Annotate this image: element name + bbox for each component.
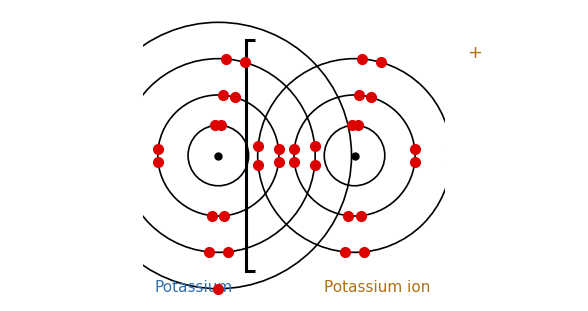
Text: +: + xyxy=(467,44,482,62)
Text: Potassium: Potassium xyxy=(155,280,233,295)
Text: Potassium ion: Potassium ion xyxy=(324,280,430,295)
